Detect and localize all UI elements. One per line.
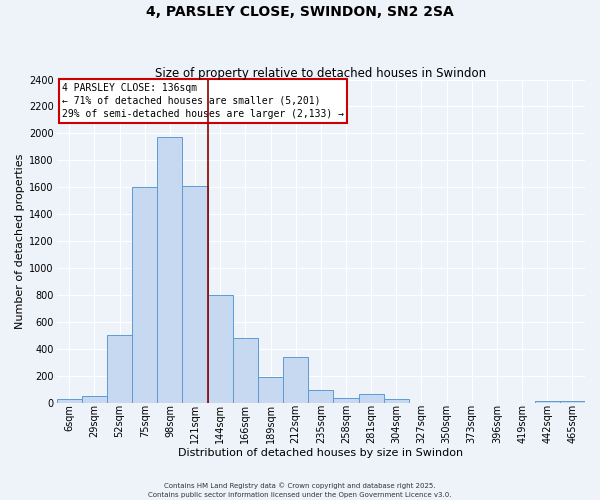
Bar <box>157 136 182 402</box>
Text: Contains public sector information licensed under the Open Government Licence v3: Contains public sector information licen… <box>148 492 452 498</box>
Bar <box>56 398 82 402</box>
Bar <box>384 399 409 402</box>
Text: 4, PARSLEY CLOSE, SWINDON, SN2 2SA: 4, PARSLEY CLOSE, SWINDON, SN2 2SA <box>146 5 454 19</box>
Bar <box>359 394 384 402</box>
X-axis label: Distribution of detached houses by size in Swindon: Distribution of detached houses by size … <box>178 448 463 458</box>
Bar <box>82 396 107 402</box>
Text: Contains HM Land Registry data © Crown copyright and database right 2025.: Contains HM Land Registry data © Crown c… <box>164 482 436 489</box>
Bar <box>283 357 308 403</box>
Text: 4 PARSLEY CLOSE: 136sqm
← 71% of detached houses are smaller (5,201)
29% of semi: 4 PARSLEY CLOSE: 136sqm ← 71% of detache… <box>62 82 344 119</box>
Bar <box>233 338 258 402</box>
Y-axis label: Number of detached properties: Number of detached properties <box>15 154 25 328</box>
Bar <box>132 187 157 402</box>
Bar <box>334 398 359 402</box>
Bar <box>182 186 208 402</box>
Title: Size of property relative to detached houses in Swindon: Size of property relative to detached ho… <box>155 66 487 80</box>
Bar <box>308 390 334 402</box>
Bar <box>258 377 283 402</box>
Bar <box>560 401 585 402</box>
Bar <box>535 400 560 402</box>
Bar <box>107 336 132 402</box>
Bar <box>208 295 233 403</box>
